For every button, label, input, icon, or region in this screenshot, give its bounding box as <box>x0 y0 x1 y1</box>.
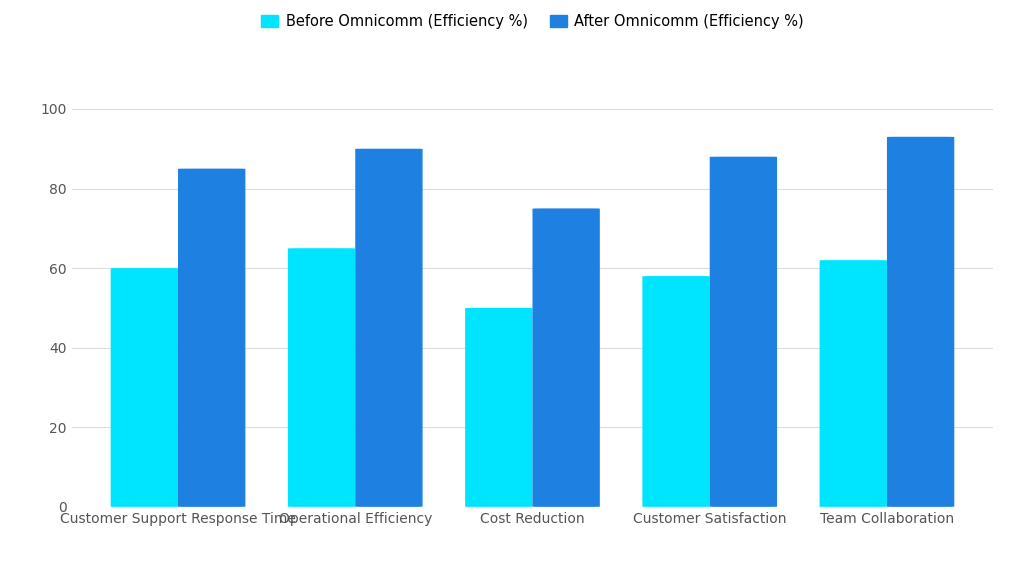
FancyBboxPatch shape <box>642 276 710 507</box>
FancyBboxPatch shape <box>288 248 355 507</box>
FancyBboxPatch shape <box>111 268 178 507</box>
FancyBboxPatch shape <box>819 260 887 507</box>
FancyBboxPatch shape <box>465 308 532 507</box>
FancyBboxPatch shape <box>178 169 246 507</box>
FancyBboxPatch shape <box>887 137 954 507</box>
FancyBboxPatch shape <box>355 149 423 507</box>
FancyBboxPatch shape <box>710 157 777 507</box>
FancyBboxPatch shape <box>532 209 600 507</box>
Legend: Before Omnicomm (Efficiency %), After Omnicomm (Efficiency %): Before Omnicomm (Efficiency %), After Om… <box>255 9 810 35</box>
